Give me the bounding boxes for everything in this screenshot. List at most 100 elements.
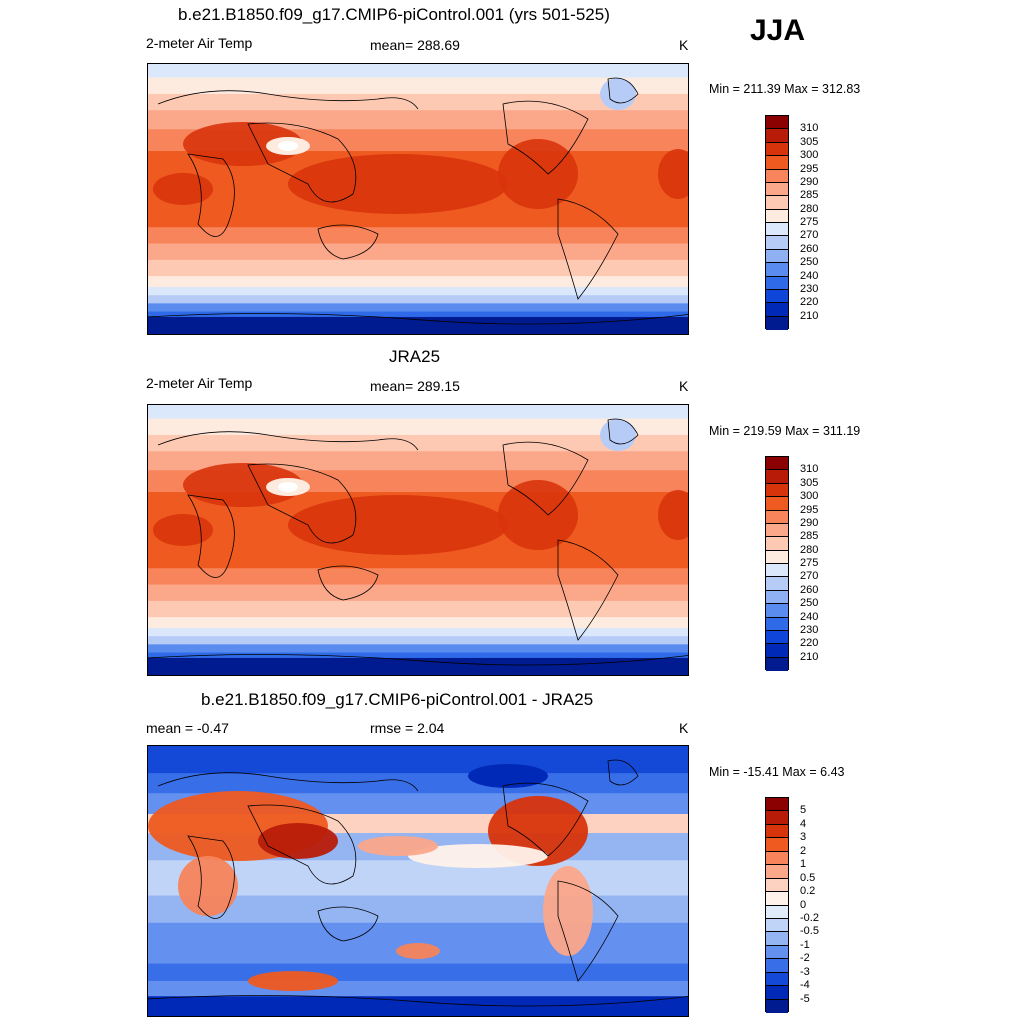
colorbar-swatch — [766, 932, 788, 946]
colorbar-swatch — [766, 550, 788, 564]
panel-1-title: b.e21.B1850.f09_g17.CMIP6-piControl.001 … — [178, 5, 610, 24]
colorbar-tick-label: 275 — [800, 557, 819, 569]
colorbar-swatch — [766, 630, 788, 645]
colorbar-swatch — [766, 838, 788, 852]
colorbar-tick-label: 230 — [800, 623, 819, 636]
colorbar-swatch — [766, 918, 788, 933]
colorbar-swatch — [766, 276, 788, 290]
colorbar-swatch — [766, 644, 788, 658]
colorbar-tick-label: 270 — [800, 570, 819, 583]
panel-3-title: b.e21.B1850.f09_g17.CMIP6-piControl.001 … — [201, 690, 594, 709]
colorbar-swatch — [766, 483, 788, 498]
colorbar-tick-label: 220 — [800, 296, 819, 309]
colorbar-swatch — [766, 236, 788, 250]
colorbar-swatch — [766, 249, 788, 264]
colorbar-tick-label: 280 — [800, 202, 819, 215]
colorbar-tick-label: 3 — [800, 831, 807, 844]
panel-2-map — [147, 404, 689, 676]
map-field — [148, 405, 688, 675]
colorbar-swatch — [766, 657, 788, 671]
panel-2-variable-label: 2-meter Air Temp — [146, 375, 253, 391]
colorbar-swatch — [766, 945, 788, 960]
colorbar-tick-label: 310 — [800, 463, 819, 476]
colorbar-tick-label: 0.5 — [800, 871, 816, 884]
map-field — [148, 746, 688, 1016]
panel-3-minmax: Min = -15.41 Max = 6.43 — [709, 765, 845, 779]
colorbar-tick-label: 300 — [800, 490, 819, 503]
panel-3-rmse-label: rmse = 2.04 — [370, 720, 445, 736]
colorbar-swatch — [766, 865, 788, 879]
colorbar-tick-label: 260 — [800, 583, 819, 596]
colorbar-tick-label: 5 — [800, 804, 807, 817]
colorbar-swatch — [766, 523, 788, 538]
colorbar-swatch — [766, 798, 788, 812]
panel-1-units: K — [679, 37, 689, 53]
colorbar-tick-label: 4 — [800, 817, 807, 830]
panel-1-minmax: Min = 211.39 Max = 312.83 — [709, 82, 861, 96]
colorbar-swatch — [766, 972, 788, 987]
colorbar-swatch — [766, 263, 788, 277]
colorbar-tick-label: 295 — [800, 503, 819, 516]
colorbar-swatch — [766, 811, 788, 825]
colorbar-swatch — [766, 564, 788, 578]
panel-2-title: JRA25 — [389, 347, 441, 366]
colorbar-tick-label: 290 — [800, 516, 819, 529]
colorbar-swatch — [766, 537, 788, 551]
colorbar-swatch — [766, 617, 788, 631]
colorbar-tick-label: -4 — [800, 979, 810, 992]
colorbar-swatch — [766, 824, 788, 839]
colorbar-swatch — [766, 209, 788, 223]
colorbar-tick-label: 300 — [800, 149, 819, 162]
map-field — [148, 64, 688, 334]
panel-2-minmax: Min = 219.59 Max = 311.19 — [709, 424, 861, 438]
colorbar-tick-label: 210 — [800, 309, 819, 322]
colorbar-swatch — [766, 510, 788, 524]
colorbar-swatch — [766, 497, 788, 511]
colorbar-swatch — [766, 156, 788, 170]
colorbar-swatch — [766, 457, 788, 471]
colorbar-tick-label: 310 — [800, 122, 819, 135]
colorbar-tick-label: 230 — [800, 282, 819, 295]
panel-3-colorbar — [765, 797, 789, 1013]
colorbar-tick-label: -0.2 — [800, 911, 819, 924]
colorbar-swatch — [766, 851, 788, 866]
panel-3-map — [147, 745, 689, 1017]
colorbar-tick-label: 305 — [800, 476, 819, 489]
colorbar-tick-label: 270 — [800, 229, 819, 242]
colorbar-tick-label: -1 — [800, 938, 810, 951]
colorbar-swatch — [766, 316, 788, 330]
panel-1-mean-label: mean= 288.69 — [370, 37, 460, 53]
colorbar-tick-label: 280 — [800, 543, 819, 556]
colorbar-tick-label: -2 — [800, 952, 810, 965]
colorbar-tick-label: 240 — [800, 610, 819, 623]
panel-1-map — [147, 63, 689, 335]
colorbar-tick-label: 0 — [800, 898, 807, 911]
panel-1-colorbar — [765, 115, 789, 330]
colorbar-tick-label: 290 — [800, 175, 819, 188]
colorbar-swatch — [766, 892, 788, 906]
colorbar-swatch — [766, 590, 788, 605]
colorbar-tick-label: 275 — [800, 216, 819, 228]
colorbar-tick-label: 1 — [800, 858, 807, 871]
colorbar-swatch — [766, 142, 788, 157]
colorbar-swatch — [766, 577, 788, 591]
panel-3-units: K — [679, 720, 689, 736]
colorbar-swatch — [766, 905, 788, 919]
colorbar-swatch — [766, 986, 788, 1000]
colorbar-tick-label: 2 — [800, 844, 807, 857]
colorbar-swatch — [766, 116, 788, 130]
colorbar-swatch — [766, 878, 788, 893]
colorbar-tick-label: 285 — [800, 189, 819, 202]
colorbar-swatch — [766, 223, 788, 237]
colorbar-tick-label: 295 — [800, 162, 819, 175]
colorbar-tick-label: -5 — [800, 992, 810, 1005]
colorbar-swatch — [766, 959, 788, 973]
colorbar-swatch — [766, 182, 788, 197]
colorbar-tick-label: 250 — [800, 597, 819, 610]
colorbar-swatch — [766, 129, 788, 143]
colorbar-tick-label: 220 — [800, 637, 819, 650]
colorbar-swatch — [766, 289, 788, 304]
colorbar-swatch — [766, 604, 788, 618]
panel-2-mean-label: mean= 289.15 — [370, 378, 460, 394]
colorbar-tick-label: -0.5 — [800, 925, 819, 938]
